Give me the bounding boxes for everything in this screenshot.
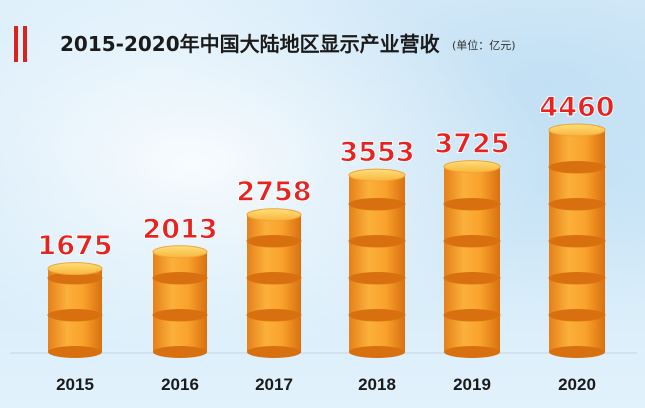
x-tick-label-2016: 2016 — [161, 375, 199, 394]
title-accent-bar — [14, 26, 18, 62]
bar-2020 — [548, 123, 606, 358]
unit-label: (单位：亿元) — [452, 39, 516, 52]
bar-2015 — [47, 262, 103, 358]
data-label-2016: 2013 — [142, 214, 217, 245]
data-label-2018: 3553 — [339, 137, 414, 168]
x-tick-label-2018: 2018 — [358, 375, 396, 394]
bar-2018 — [348, 168, 406, 358]
data-label-2020: 4460 — [539, 92, 614, 123]
bar-2016 — [152, 245, 208, 358]
x-tick-label-2019: 2019 — [453, 375, 491, 394]
data-label-2019: 3725 — [434, 129, 509, 160]
data-label-2017: 2758 — [236, 177, 311, 208]
x-tick-label-2017: 2017 — [255, 375, 293, 394]
data-label-2015: 1675 — [37, 231, 112, 262]
x-tick-label-2015: 2015 — [56, 375, 94, 394]
title-accent-bar — [23, 26, 27, 62]
bar-2019 — [443, 160, 501, 358]
x-tick-label-2020: 2020 — [558, 375, 596, 394]
bar-2017 — [246, 208, 302, 358]
chart-title: 2015-2020年中国大陆地区显示产业营收 — [60, 32, 440, 56]
